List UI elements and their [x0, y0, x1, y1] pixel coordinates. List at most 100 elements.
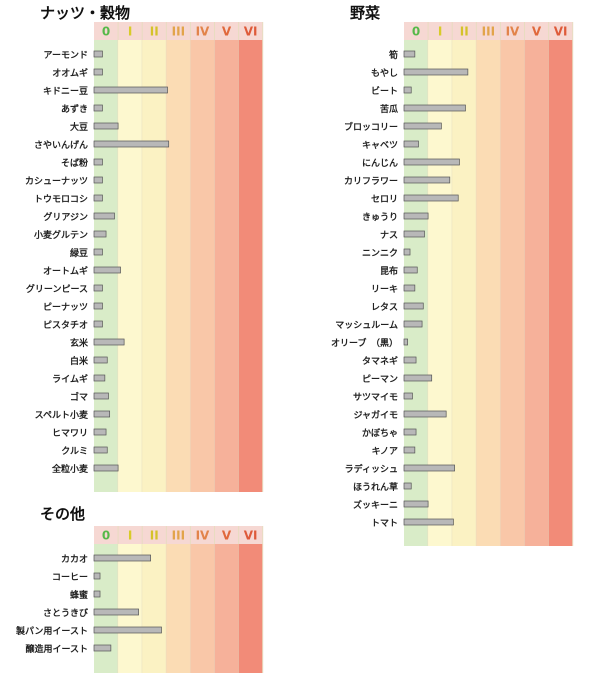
category-label: タマネギ: [362, 355, 398, 367]
data-bar: [403, 140, 419, 148]
category-label: にんじん: [362, 158, 398, 169]
category-label: そば粉: [61, 157, 88, 169]
category-label: サツマイモ: [353, 392, 398, 403]
panel-veg: 0 I II III IV V VI筍もやしビート苦瓜ブロッコリーキャベツにんじんカリフラワ…: [331, 22, 574, 546]
class-label-6: VI: [244, 25, 258, 39]
data-bar: [93, 122, 119, 130]
class-band-5: [214, 40, 239, 492]
panel-title-nuts: ナッツ・穀物: [40, 4, 131, 22]
class-label-3: III: [172, 25, 185, 39]
category-label: ナス: [380, 230, 398, 241]
category-label: トウモロコシ: [34, 194, 88, 205]
category-label: キドニー豆: [43, 86, 88, 97]
category-label: ほうれん草: [353, 481, 398, 493]
class-label-5: V: [532, 25, 542, 39]
data-bar: [93, 86, 168, 94]
class-band-1: [118, 40, 143, 492]
data-bar: [403, 266, 418, 274]
class-band-3: [476, 40, 501, 546]
data-bar: [93, 68, 103, 76]
data-bar: [403, 68, 469, 76]
data-bar: [93, 356, 108, 364]
data-bar: [93, 176, 103, 184]
data-bar: [403, 482, 412, 490]
class-label-3: III: [482, 25, 495, 39]
category-label: 製パン用イースト: [15, 625, 88, 637]
category-label: 筍: [388, 49, 398, 61]
data-bar: [93, 266, 121, 274]
data-bar: [93, 338, 125, 346]
data-bar: [403, 320, 423, 328]
category-label: きゅうり: [362, 212, 398, 223]
category-label: オリーブ （黒）: [331, 337, 398, 349]
category-label: もやし: [371, 68, 398, 79]
category-label: コーヒー: [52, 572, 88, 583]
class-band-0: [94, 544, 119, 673]
class-band-5: [214, 544, 239, 673]
class-band-3: [166, 544, 191, 673]
class-band-6: [238, 40, 263, 492]
data-bar: [403, 392, 413, 400]
class-label-5: V: [222, 25, 232, 39]
class-label-0: 0: [102, 25, 110, 39]
panel-title-other: その他: [40, 505, 86, 523]
class-label-0: 0: [412, 25, 420, 39]
class-band-4: [190, 40, 215, 492]
class-band-2: [142, 544, 167, 673]
category-label: さとうきび: [43, 607, 89, 619]
category-label: ヒマワリ: [52, 428, 88, 439]
data-bar: [93, 284, 103, 292]
data-bar: [403, 122, 442, 130]
data-bar: [403, 500, 429, 508]
data-bar: [93, 572, 101, 580]
data-bar: [93, 104, 103, 112]
class-label-4: IV: [506, 25, 520, 39]
category-label: セロリ: [371, 194, 398, 205]
category-label: ジャガイモ: [353, 409, 398, 421]
data-bar: [93, 626, 162, 634]
category-label: ピスタチオ: [43, 319, 88, 331]
category-label: カシューナッツ: [25, 176, 88, 187]
class-label-4: IV: [196, 529, 210, 543]
class-band-2: [142, 40, 167, 492]
class-band-6: [548, 40, 573, 546]
category-label: ゴマ: [70, 391, 88, 403]
class-label-6: VI: [554, 25, 568, 39]
data-bar: [93, 554, 151, 562]
class-label-1: I: [128, 25, 132, 39]
class-label-2: II: [150, 529, 159, 543]
data-bar: [403, 464, 455, 472]
category-label: ビート: [371, 85, 398, 97]
category-label: あずき: [61, 103, 88, 115]
category-label: さやいんげん: [34, 139, 88, 151]
category-label: かぼちゃ: [362, 427, 398, 439]
category-label: グリーンピース: [26, 283, 88, 295]
class-label-0: 0: [102, 529, 110, 543]
data-bar: [93, 320, 103, 328]
category-label: 小麦グルテン: [33, 229, 88, 241]
data-bar: [403, 230, 425, 238]
category-label: 昆布: [380, 265, 398, 277]
category-label: グリアジン: [43, 211, 88, 223]
data-bar: [93, 374, 106, 382]
category-label: 全粒小麦: [51, 463, 89, 475]
class-band-4: [500, 40, 525, 546]
data-bar: [93, 590, 101, 598]
data-bar: [93, 410, 111, 418]
category-label: ブロッコリー: [344, 121, 398, 133]
data-bar: [403, 446, 416, 454]
data-bar: [93, 50, 103, 58]
class-band-3: [166, 40, 191, 492]
class-band-5: [524, 40, 549, 546]
class-band-6: [238, 544, 263, 673]
category-label: 緑豆: [70, 247, 88, 259]
data-bar: [403, 374, 433, 382]
class-label-3: III: [172, 529, 185, 543]
data-bar: [93, 608, 139, 616]
category-label: ピーナッツ: [43, 301, 88, 313]
data-bar: [403, 158, 460, 166]
data-bar: [403, 302, 424, 310]
data-bar: [93, 428, 107, 436]
class-band-4: [190, 544, 215, 673]
